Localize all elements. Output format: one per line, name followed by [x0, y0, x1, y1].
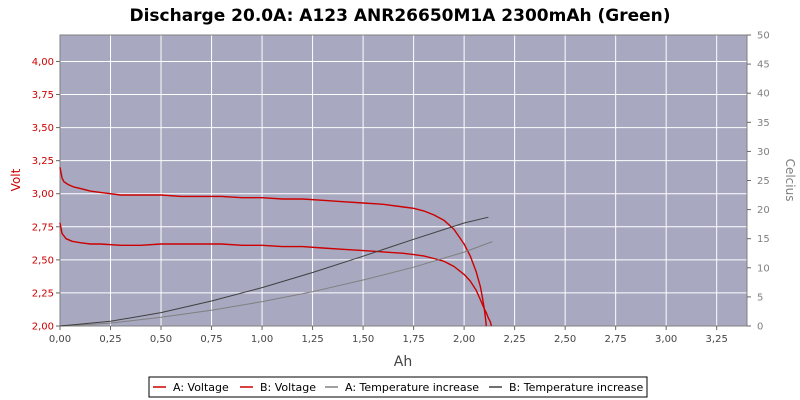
- x-tick-label: 3,25: [706, 334, 728, 345]
- y2-axis-title: Celcius: [783, 159, 797, 202]
- y2-tick-label: 10: [757, 263, 770, 274]
- y-tick-label: 3,50: [32, 123, 54, 134]
- x-tick-label: 1,75: [402, 334, 424, 345]
- y-tick-label: 2,25: [32, 288, 54, 299]
- series-layer: [59, 167, 493, 327]
- legend-label: B: Temperature increase: [509, 381, 644, 394]
- series-line-1: [59, 222, 493, 327]
- y2-tick-label: 50: [757, 31, 770, 42]
- x-tick-label: 1,00: [251, 334, 273, 345]
- y2-tick-label: 0: [757, 322, 763, 333]
- y2-tick-label: 35: [757, 118, 770, 129]
- x-ticks: 0,00 0,25 0,50 0,75 1,00 1,25 1,50 1,75 2,00 2,25…: [49, 326, 728, 345]
- chart-title: Discharge 20.0A: A123 ANR26650M1A 2300mA…: [129, 6, 670, 26]
- y2-tick-label: 15: [757, 234, 770, 245]
- y2-tick-label: 40: [757, 89, 770, 100]
- x-axis-title: Ah: [394, 354, 412, 370]
- y2-tick-label: 5: [757, 292, 763, 303]
- x-tick-label: 0,00: [49, 334, 71, 345]
- x-tick-label: 2,00: [453, 334, 475, 345]
- x-tick-label: 3,00: [655, 334, 677, 345]
- y-tick-label: 2,50: [32, 255, 54, 266]
- x-tick-label: 0,75: [200, 334, 222, 345]
- y-ticks: 2,00 2,25 2,50 2,75 3,00 3,25 3,50 3,75 4,00: [32, 57, 60, 333]
- x-tick-label: 0,25: [99, 334, 121, 345]
- y-tick-label: 2,75: [32, 222, 54, 233]
- legend-label: A: Temperature increase: [345, 381, 479, 394]
- y-tick-label: 2,00: [32, 322, 54, 333]
- x-tick-label: 2,50: [554, 334, 576, 345]
- series-line-3: [59, 241, 493, 327]
- series-line-2: [59, 167, 487, 327]
- legend-label: B: Voltage: [260, 381, 316, 394]
- y2-tick-label: 25: [757, 176, 770, 187]
- y-tick-label: 3,00: [32, 189, 54, 200]
- legend-box: [148, 376, 648, 398]
- x-tick-label: 1,25: [301, 334, 323, 345]
- x-tick-label: 1,50: [352, 334, 374, 345]
- y-tick-label: 3,75: [32, 90, 54, 101]
- legend: A: Voltage B: Voltage A: Temperature incre…: [153, 381, 644, 394]
- series-line-4: [59, 216, 489, 327]
- x-tick-label: 2,75: [605, 334, 627, 345]
- y2-tick-label: 30: [757, 147, 770, 158]
- y2-tick-label: 20: [757, 205, 770, 216]
- plot-area: [60, 35, 747, 326]
- y2-tick-label: 45: [757, 60, 770, 71]
- y-axis-title: Volt: [9, 168, 23, 191]
- y-tick-label: 3,25: [32, 156, 54, 167]
- grid-lines: [59, 34, 748, 327]
- y-tick-label: 4,00: [32, 57, 54, 68]
- x-tick-label: 0,50: [150, 334, 172, 345]
- x-tick-label: 2,25: [503, 334, 525, 345]
- legend-label: A: Voltage: [173, 381, 229, 394]
- y2-ticks: 0 5 10 15 20 25 30 35 40 45 50: [747, 31, 770, 333]
